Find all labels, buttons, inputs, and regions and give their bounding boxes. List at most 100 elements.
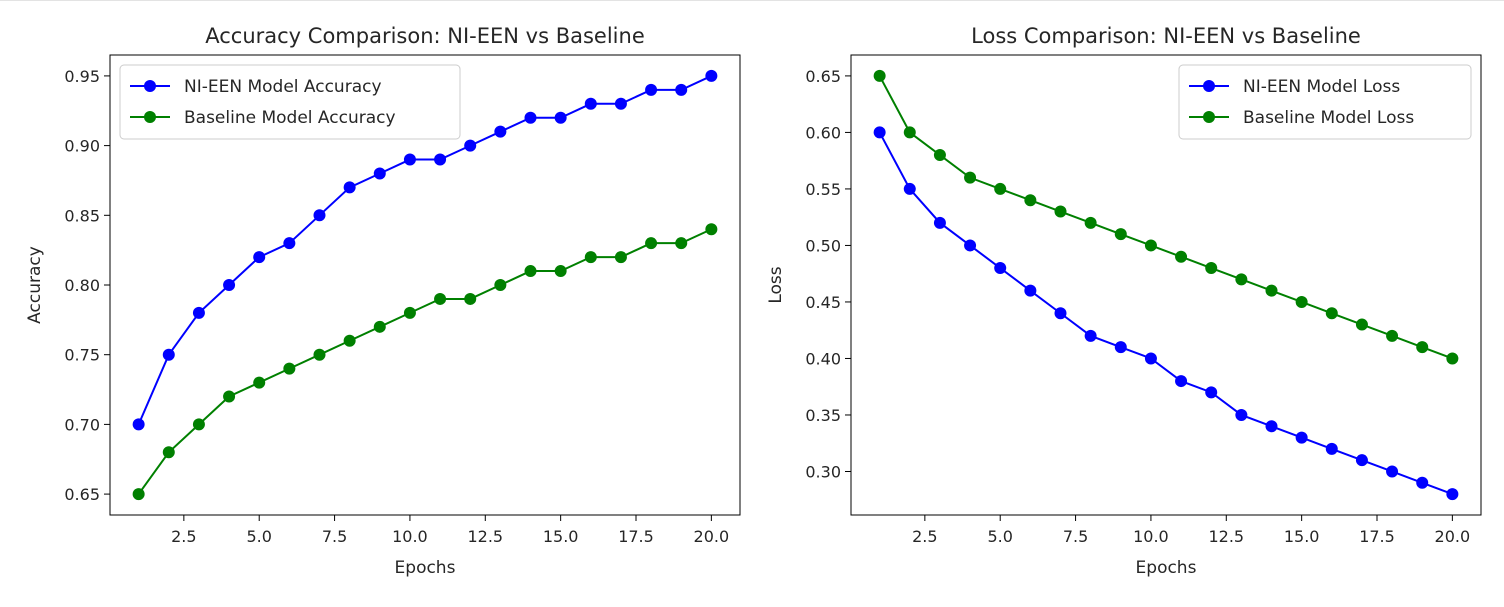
data-point	[162, 348, 175, 361]
data-point	[933, 149, 946, 162]
data-point	[1295, 431, 1308, 444]
y-tick-label: 0.80	[64, 276, 100, 295]
data-point	[1446, 488, 1459, 501]
x-tick-label: 10.0	[392, 527, 428, 546]
data-point	[1144, 352, 1157, 365]
data-point	[1114, 341, 1127, 354]
legend-box	[119, 64, 461, 140]
x-tick-label: 10.0	[1133, 527, 1169, 546]
data-point	[524, 265, 537, 278]
data-point	[223, 279, 236, 291]
x-tick-label: 5.0	[246, 527, 271, 546]
data-point	[554, 265, 567, 278]
data-point	[584, 251, 597, 264]
data-point	[524, 111, 537, 124]
data-point	[373, 320, 386, 333]
data-point	[933, 216, 946, 229]
data-point	[1084, 216, 1097, 229]
legend: NI-EEN Model Loss Baseline Model Loss	[1178, 64, 1472, 140]
axes-frame	[850, 54, 1482, 516]
data-point	[1325, 307, 1338, 320]
data-point	[403, 153, 416, 166]
data-point	[434, 153, 447, 166]
y-axis-label: Accuracy	[25, 246, 45, 324]
y-tick-label: 0.40	[805, 349, 841, 368]
legend-marker	[1203, 111, 1215, 123]
x-axis-label: Epochs	[395, 558, 456, 578]
data-point	[1295, 295, 1308, 308]
x-tick-label: 17.5	[618, 527, 654, 546]
chart-panel-2: Loss Comparison: NI-EEN vs Baseline 2.5 5.…	[766, 24, 1482, 578]
data-point	[192, 418, 205, 431]
x-tick-label: 7.5	[1063, 527, 1088, 546]
data-point	[554, 111, 567, 124]
legend-marker	[144, 80, 156, 92]
data-point	[614, 97, 627, 110]
series-2	[132, 223, 718, 501]
data-point	[873, 126, 886, 139]
data-point	[903, 182, 916, 195]
data-point	[343, 334, 356, 347]
series-1	[873, 126, 1459, 501]
chart-title: Loss Comparison: NI-EEN vs Baseline	[971, 24, 1361, 48]
data-point	[464, 139, 477, 152]
data-point	[283, 362, 296, 375]
series-1	[132, 69, 718, 431]
data-point	[1205, 262, 1218, 275]
data-point	[1386, 329, 1399, 342]
y-tick-label: 0.30	[805, 462, 841, 481]
data-point	[132, 418, 145, 431]
legend-label: Baseline Model Loss	[1243, 108, 1414, 128]
data-point	[1386, 465, 1399, 478]
data-point	[1054, 307, 1067, 320]
data-point	[873, 69, 886, 82]
x-tick-label: 7.5	[322, 527, 347, 546]
data-point	[584, 97, 597, 110]
legend-marker	[144, 111, 156, 123]
x-tick-label: 17.5	[1359, 527, 1395, 546]
series-line	[137, 228, 712, 495]
legend-entry-2: Baseline Model Accuracy	[130, 108, 396, 128]
legend-label: NI-EEN Model Loss	[1243, 77, 1400, 97]
chart-title: Accuracy Comparison: NI-EEN vs Baseline	[205, 24, 645, 48]
y-axis-label: Loss	[766, 266, 786, 303]
data-point	[343, 181, 356, 194]
data-point	[283, 237, 296, 250]
data-point	[434, 292, 447, 305]
x-tick-label: 15.0	[543, 527, 579, 546]
axes-frame	[109, 54, 741, 516]
data-point	[464, 292, 477, 305]
data-point	[162, 446, 175, 459]
data-point	[1325, 442, 1338, 455]
y-tick-label: 0.55	[805, 180, 841, 199]
data-point	[1416, 476, 1429, 489]
data-point	[645, 237, 658, 250]
y-tick-label: 0.45	[805, 293, 841, 312]
legend-label: Baseline Model Accuracy	[184, 108, 396, 128]
data-point	[1175, 375, 1188, 388]
data-point	[253, 251, 266, 264]
legend-label: NI-EEN Model Accuracy	[184, 77, 382, 97]
top-border	[0, 0, 1504, 1]
y-tick-label: 0.65	[805, 67, 841, 86]
data-point	[903, 126, 916, 139]
data-point	[1024, 284, 1037, 297]
data-point	[1416, 341, 1429, 354]
x-tick-label: 2.5	[171, 527, 196, 546]
legend-entry-2: Baseline Model Loss	[1189, 108, 1414, 128]
data-point	[1446, 352, 1459, 365]
data-point	[705, 223, 718, 236]
data-point	[994, 262, 1007, 275]
chart-panel-1: Accuracy Comparison: NI-EEN vs Baseline 2…	[25, 24, 741, 578]
y-tick-label: 0.70	[64, 415, 100, 434]
data-point	[614, 251, 627, 264]
data-point	[132, 488, 145, 501]
data-point	[675, 83, 688, 96]
data-point	[1235, 408, 1248, 421]
legend-entry-1: NI-EEN Model Accuracy	[130, 77, 382, 97]
data-point	[705, 69, 718, 82]
data-point	[313, 348, 326, 361]
legend: NI-EEN Model Accuracy Baseline Model Accu…	[119, 64, 461, 140]
y-tick-label: 0.50	[805, 236, 841, 255]
